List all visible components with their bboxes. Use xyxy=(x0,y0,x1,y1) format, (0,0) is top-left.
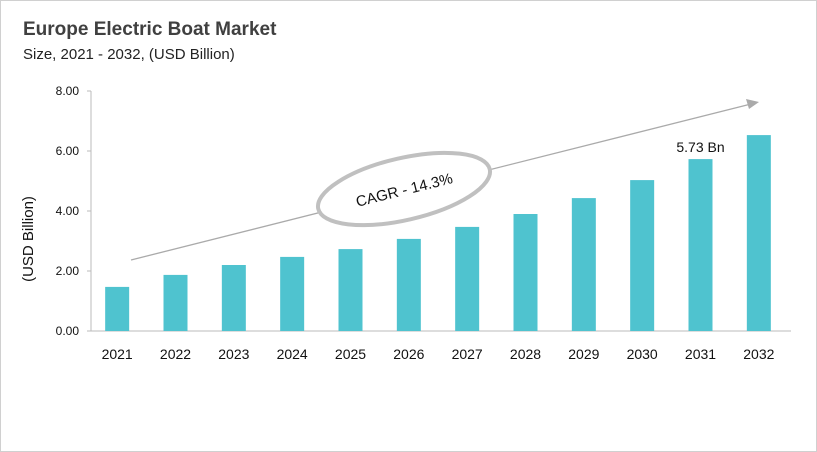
x-tick-label: 2029 xyxy=(568,346,599,362)
bar-2024 xyxy=(280,256,305,331)
bar-2028 xyxy=(513,214,538,331)
y-tick-label: 0.00 xyxy=(56,324,80,338)
y-axis-label: (USD Billion) xyxy=(20,196,37,282)
bar-2023 xyxy=(221,265,246,331)
y-tick-label: 4.00 xyxy=(56,204,80,218)
x-tick-label: 2022 xyxy=(160,346,191,362)
x-tick-label: 2027 xyxy=(452,346,483,362)
y-tick-label: 6.00 xyxy=(56,144,80,158)
x-tick-label: 2028 xyxy=(510,346,541,362)
x-tick-label: 2024 xyxy=(277,346,308,362)
bar-2031 xyxy=(688,159,713,331)
x-tick-label: 2032 xyxy=(743,346,774,362)
bar-2026 xyxy=(396,238,421,331)
bar-2021 xyxy=(105,286,130,331)
trend-arrow-head xyxy=(746,99,759,109)
x-tick-label: 2021 xyxy=(102,346,133,362)
bar-2032 xyxy=(746,135,771,331)
bar-2025 xyxy=(338,249,363,331)
chart-title: Europe Electric Boat Market xyxy=(23,19,277,40)
bar-2029 xyxy=(571,198,596,331)
chart-subtitle: Size, 2021 - 2032, (USD Billion) xyxy=(23,46,235,63)
x-tick-label: 2023 xyxy=(218,346,249,362)
bar-2030 xyxy=(630,180,655,331)
y-tick-label: 8.00 xyxy=(56,84,80,98)
cagr-ellipse xyxy=(315,150,493,228)
data-label-2031: 5.73 Bn xyxy=(676,139,724,155)
x-tick-label: 2026 xyxy=(393,346,424,362)
bar-2027 xyxy=(455,226,480,331)
bar-2022 xyxy=(163,274,188,331)
x-tick-label: 2031 xyxy=(685,346,716,362)
y-tick-label: 2.00 xyxy=(56,264,80,278)
x-tick-label: 2025 xyxy=(335,346,366,362)
x-tick-label: 2030 xyxy=(627,346,658,362)
